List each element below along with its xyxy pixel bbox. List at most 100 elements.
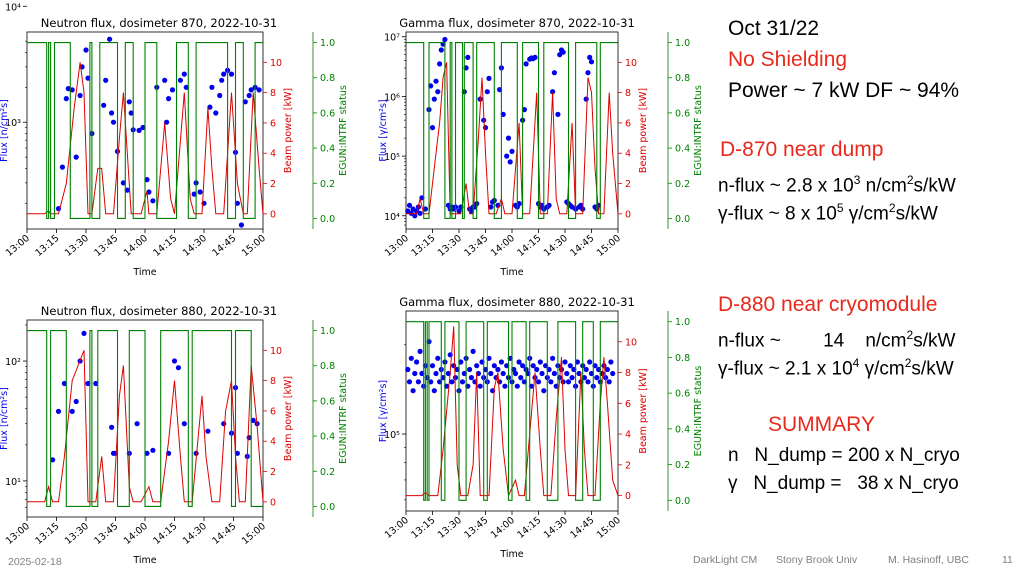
power-tick-label: 4	[625, 149, 631, 160]
x-tick-label: 15:00	[595, 515, 623, 541]
x-tick-label: 14:15	[151, 233, 179, 259]
flux-point	[488, 204, 494, 210]
flux-point	[85, 75, 91, 81]
flux-point	[250, 417, 256, 423]
x-tick-label: 13:30	[436, 515, 464, 541]
flux-point	[191, 191, 197, 197]
flux-point	[248, 87, 254, 93]
status-axis-label: EGUN:INTRF status	[338, 85, 349, 176]
flux-point	[109, 424, 115, 430]
status-tick-label: 0.2	[675, 179, 690, 190]
left-axis-label: Flux [γ/cm²s]	[378, 380, 389, 442]
x-tick-label: 13:30	[63, 233, 91, 259]
power-axis-label: Beam power [kW]	[283, 376, 294, 461]
flux-point	[530, 363, 536, 369]
x-tick-label: 13:00	[383, 233, 411, 259]
flux-point	[564, 370, 570, 377]
status-tick-label: 0.0	[320, 502, 335, 513]
flux-point	[465, 54, 471, 61]
flux-point	[477, 383, 483, 389]
status-tick-label: 1.0	[675, 38, 690, 49]
power-tick-label: 10	[270, 346, 282, 357]
left-tick-label: 10⁶	[384, 92, 400, 103]
flux-point	[414, 359, 420, 365]
note-d880-gamma-post: s/kW	[911, 358, 954, 380]
flux-point	[405, 366, 411, 373]
note-d880-gamma-exp: 4	[852, 356, 860, 370]
note-d870-gamma-exp: 5	[836, 201, 844, 215]
note-d880-gamma-mid: γ/cm	[859, 358, 905, 380]
footer-institution: Stony Brook Univ	[776, 554, 858, 566]
flux-point	[162, 77, 168, 83]
footer-event: DarkLight CM	[693, 554, 758, 566]
left-tick-label: 10¹	[5, 477, 21, 488]
footer-date: 2025-02-18	[8, 556, 62, 568]
egun-status-line	[406, 321, 618, 501]
flux-point	[107, 36, 113, 42]
note-power: Power ~ 7 kW DF ~ 94%	[728, 79, 960, 102]
x-tick-label: 14:00	[122, 233, 150, 259]
power-tick-label: 2	[270, 179, 276, 190]
flux-point	[63, 96, 69, 102]
flux-point	[516, 359, 522, 365]
flux-point	[535, 379, 542, 385]
flux-point	[594, 375, 600, 381]
flux-point	[234, 200, 240, 206]
status-tick-label: 0.6	[320, 396, 335, 407]
flux-point	[437, 61, 443, 67]
status-tick-label: 0.2	[675, 460, 690, 471]
flux-point	[537, 359, 543, 365]
note-d870-gamma-mid: γ/cm	[843, 203, 889, 225]
flux-point	[583, 96, 589, 102]
flux-point	[150, 198, 156, 204]
flux-point	[120, 180, 126, 186]
x-tick-label: 13:00	[383, 515, 411, 541]
note-summary-title: SUMMARY	[768, 413, 875, 436]
flux-point	[417, 210, 423, 216]
flux-point	[484, 89, 490, 95]
flux-point	[410, 388, 416, 394]
note-date: Oct 31/22	[728, 17, 820, 40]
note-d880-gamma: γ-flux ~ 2.1 x 104 γ/cm2s/kW	[718, 351, 954, 381]
flux-point	[238, 222, 244, 228]
left-tick-label: 10⁵	[384, 152, 400, 163]
flux-point	[438, 47, 444, 53]
power-axis-label: Beam power [kW]	[283, 88, 294, 173]
flux-point	[431, 96, 437, 102]
flux-point	[520, 363, 526, 369]
flux-point	[534, 366, 540, 373]
power-tick-label: 0	[270, 497, 276, 508]
flux-point	[181, 71, 187, 77]
status-tick-label: 0.8	[320, 361, 335, 372]
flux-point	[128, 110, 134, 116]
flux-point	[562, 359, 568, 365]
flux-point	[55, 408, 62, 414]
flux-point	[181, 421, 187, 427]
status-tick-label: 0.0	[675, 496, 690, 507]
flux-point	[417, 348, 423, 354]
status-tick-label: 0.6	[675, 389, 690, 400]
flux-point	[459, 379, 466, 385]
status-axis-label: EGUN:INTRF status	[693, 85, 704, 176]
flux-point	[429, 363, 436, 369]
x-tick-label: 14:00	[489, 233, 517, 259]
flux-point	[509, 148, 515, 154]
flux-point	[523, 61, 529, 67]
flux-point	[109, 110, 115, 116]
status-tick-label: 0.8	[675, 73, 690, 84]
flux-point	[69, 87, 75, 93]
power-tick-label: 6	[270, 118, 276, 129]
flux-point	[408, 355, 414, 361]
note-d880-gamma-pre: γ-flux ~ 2.1 x 10	[718, 358, 853, 380]
flux-point	[406, 379, 413, 385]
flux-point	[560, 379, 566, 385]
flux-point	[541, 388, 547, 394]
power-tick-label: 4	[625, 430, 631, 441]
flux-point	[50, 457, 56, 463]
flux-point	[93, 380, 99, 387]
status-axis-label: EGUN:INTRF status	[338, 373, 349, 464]
status-tick-label: 0.2	[320, 179, 335, 190]
flux-point	[442, 36, 448, 43]
flux-point	[85, 380, 91, 387]
flux-point	[539, 370, 545, 377]
